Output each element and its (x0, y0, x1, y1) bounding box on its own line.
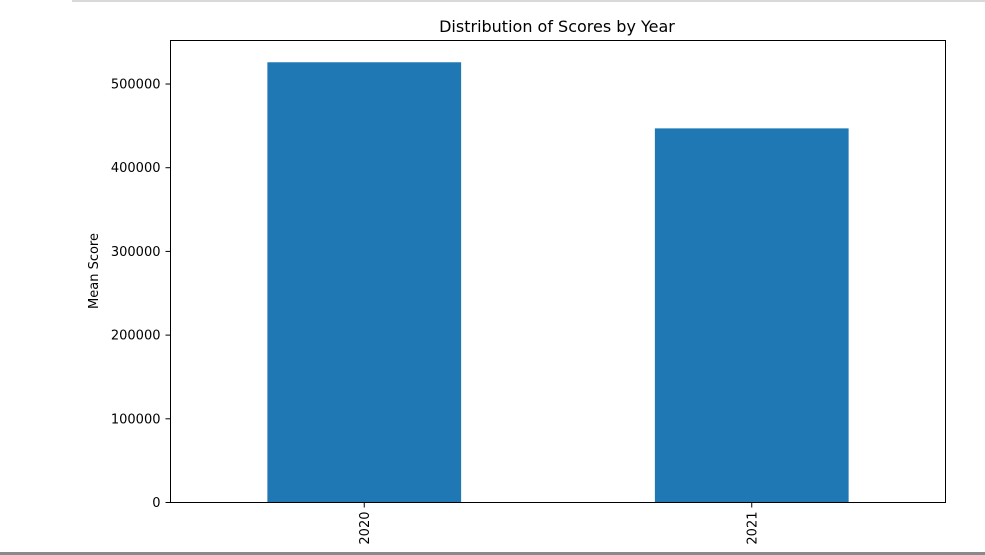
y-tick-label: 300000 (111, 245, 161, 260)
y-tick-label: 500000 (111, 78, 161, 93)
bar-2021 (654, 128, 849, 503)
x-tick-label: 2021 (745, 512, 760, 545)
window-bottom-edge (0, 552, 985, 555)
bars-layer (267, 62, 849, 503)
bar-2020 (267, 62, 462, 503)
plot-frame (170, 40, 946, 503)
x-tick-label: 2020 (358, 512, 373, 545)
y-tick-label: 100000 (111, 412, 161, 427)
y-axis-label: Mean Score (87, 233, 102, 309)
y-tick-label: 400000 (111, 161, 161, 176)
y-tick-label: 0 (152, 496, 160, 511)
chart-title: Distribution of Scores by Year (439, 17, 675, 36)
y-tick-label: 200000 (111, 329, 161, 344)
ticks-layer: 2020 2021 0 100000 200000 300000 400000 500000 (111, 78, 760, 545)
window-top-edge (72, 0, 985, 2)
